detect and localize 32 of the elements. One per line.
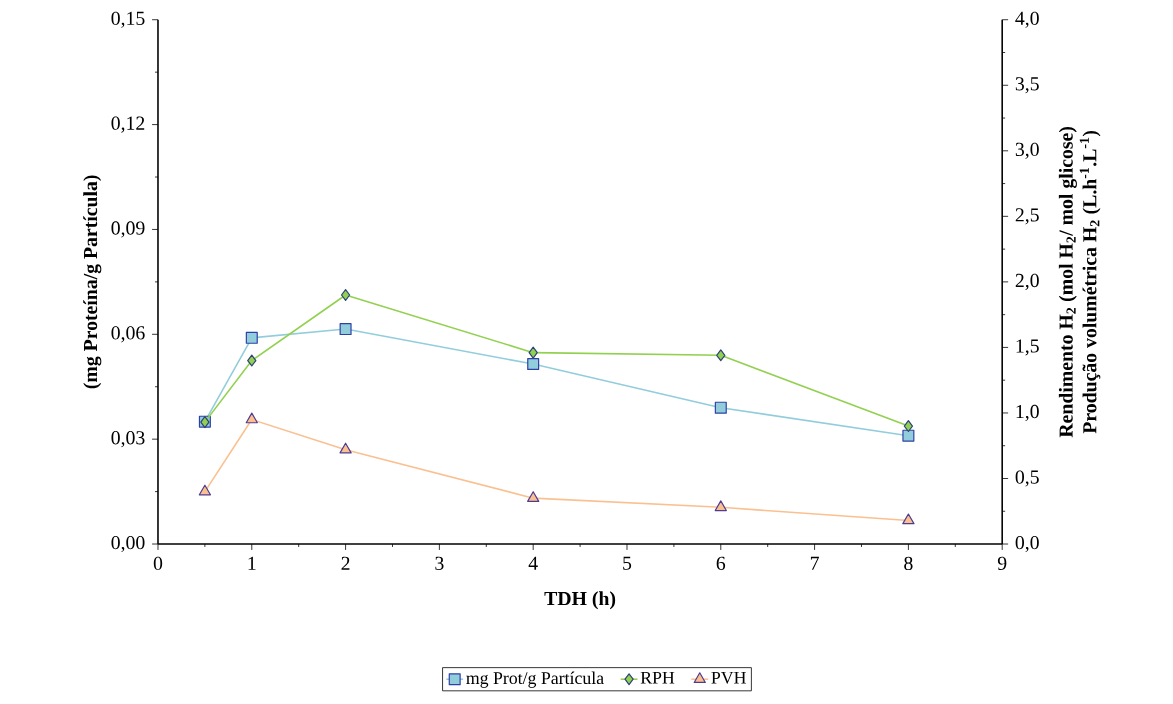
- x-tick-label: 1: [248, 556, 256, 570]
- text: Rendimento H$_{2}$ (mol H$_{2}$/ mol glicose): [1058, 126, 1077, 438]
- x-tick-label: 3: [435, 556, 444, 571]
- y2-tick-label: 3,5: [1015, 77, 1039, 94]
- y-tick-label: 0,03: [111, 431, 145, 448]
- y2-tick-label: 1,0: [1016, 404, 1039, 422]
- x-axis-title: TDH (h): [544, 591, 616, 610]
- y2-tick-label: 2,5: [1015, 208, 1039, 225]
- x-tick-label: 0: [153, 556, 163, 571]
- x-tick-label: 4: [528, 556, 538, 570]
- y-tick-label: 0,00: [111, 535, 145, 553]
- y2-tick-label: 2,0: [1015, 273, 1039, 290]
- x-tick-label: 7: [810, 556, 819, 570]
- y2-tick-label: 4,0: [1015, 11, 1039, 28]
- x-tick-label: 2: [341, 556, 350, 570]
- legend-label: mg Prot/g Partícula: [466, 671, 604, 688]
- text: Produção volumétrica H$_{2}$ (L.h$^{-1}$.L$^{-1}$): [1079, 130, 1101, 434]
- y-tick-label: 0,15: [111, 11, 145, 28]
- x-tick-label: 9: [997, 556, 1007, 571]
- legend-label: PVH: [711, 671, 746, 684]
- x-tick-label: 8: [904, 556, 913, 571]
- y2-tick-label: 0,5: [1015, 470, 1039, 487]
- y-axis-title: (mg Proteína/g Partícula): [83, 175, 102, 389]
- y-tick-label: 0,06: [111, 326, 145, 343]
- y-tick-label: 0,12: [111, 116, 145, 133]
- y2-tick-label: 1,5: [1016, 339, 1039, 356]
- x-tick-label: 5: [623, 556, 632, 570]
- x-tick-label: 6: [716, 556, 726, 571]
- legend-label: RPH: [640, 671, 675, 684]
- y-tick-label: 0,09: [111, 221, 145, 238]
- y2-tick-label: 0,0: [1015, 535, 1039, 553]
- y2-tick-label: 3,0: [1015, 142, 1039, 159]
